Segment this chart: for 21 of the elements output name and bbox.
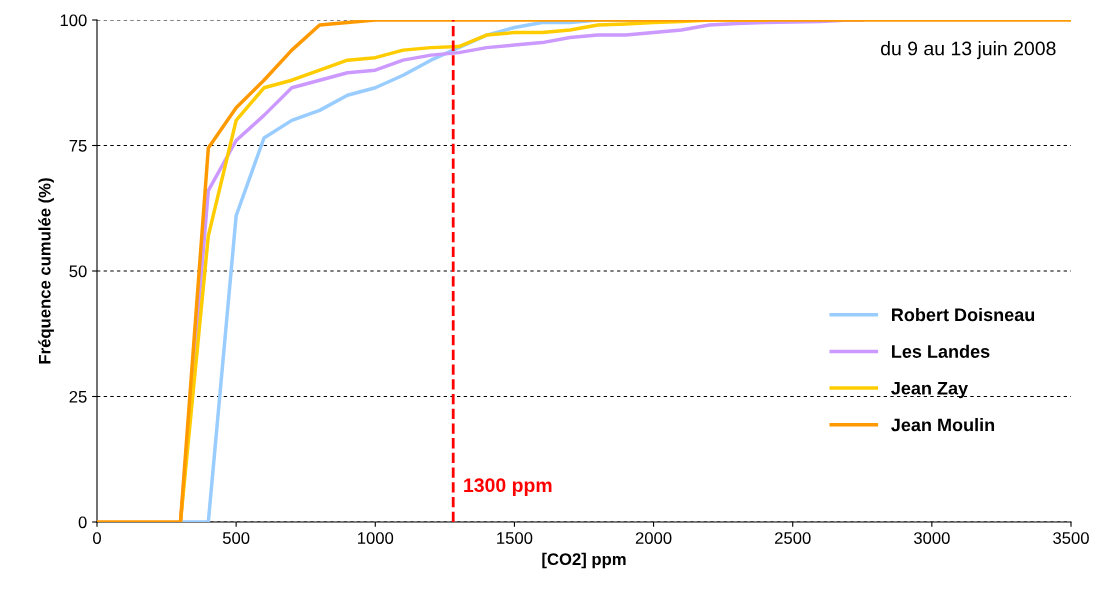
- x-axis-title: [CO2] ppm: [542, 552, 626, 569]
- legend-label: Les Landes: [892, 344, 990, 358]
- y-tick-label: 25: [69, 390, 87, 403]
- y-axis-title: Fréquence cumulée (%): [38, 178, 54, 364]
- ref-line-label: 1300 ppm: [464, 478, 552, 496]
- x-tick-label: 2000: [635, 532, 672, 544]
- x-tick-label: 2500: [775, 532, 811, 544]
- x-tick-label: 0: [93, 532, 101, 544]
- x-tick-label: 500: [222, 532, 250, 544]
- y-tick-label: 50: [69, 265, 87, 278]
- legend-label: Jean Zay: [891, 381, 968, 399]
- legend-label: Jean Moulin: [891, 418, 995, 432]
- x-tick-label: 3500: [1053, 532, 1089, 544]
- y-tick-label: 75: [69, 140, 87, 152]
- x-tick-label: 3000: [913, 532, 950, 544]
- y-tick-label: 100: [60, 14, 87, 27]
- y-tick-label: 0: [78, 516, 87, 529]
- x-tick-label: 1500: [497, 532, 533, 544]
- x-tick-label: 1000: [358, 532, 394, 544]
- legend-label: Robert Doisneau: [892, 307, 1035, 322]
- annotation: du 9 au 13 juin 2008: [880, 41, 1056, 60]
